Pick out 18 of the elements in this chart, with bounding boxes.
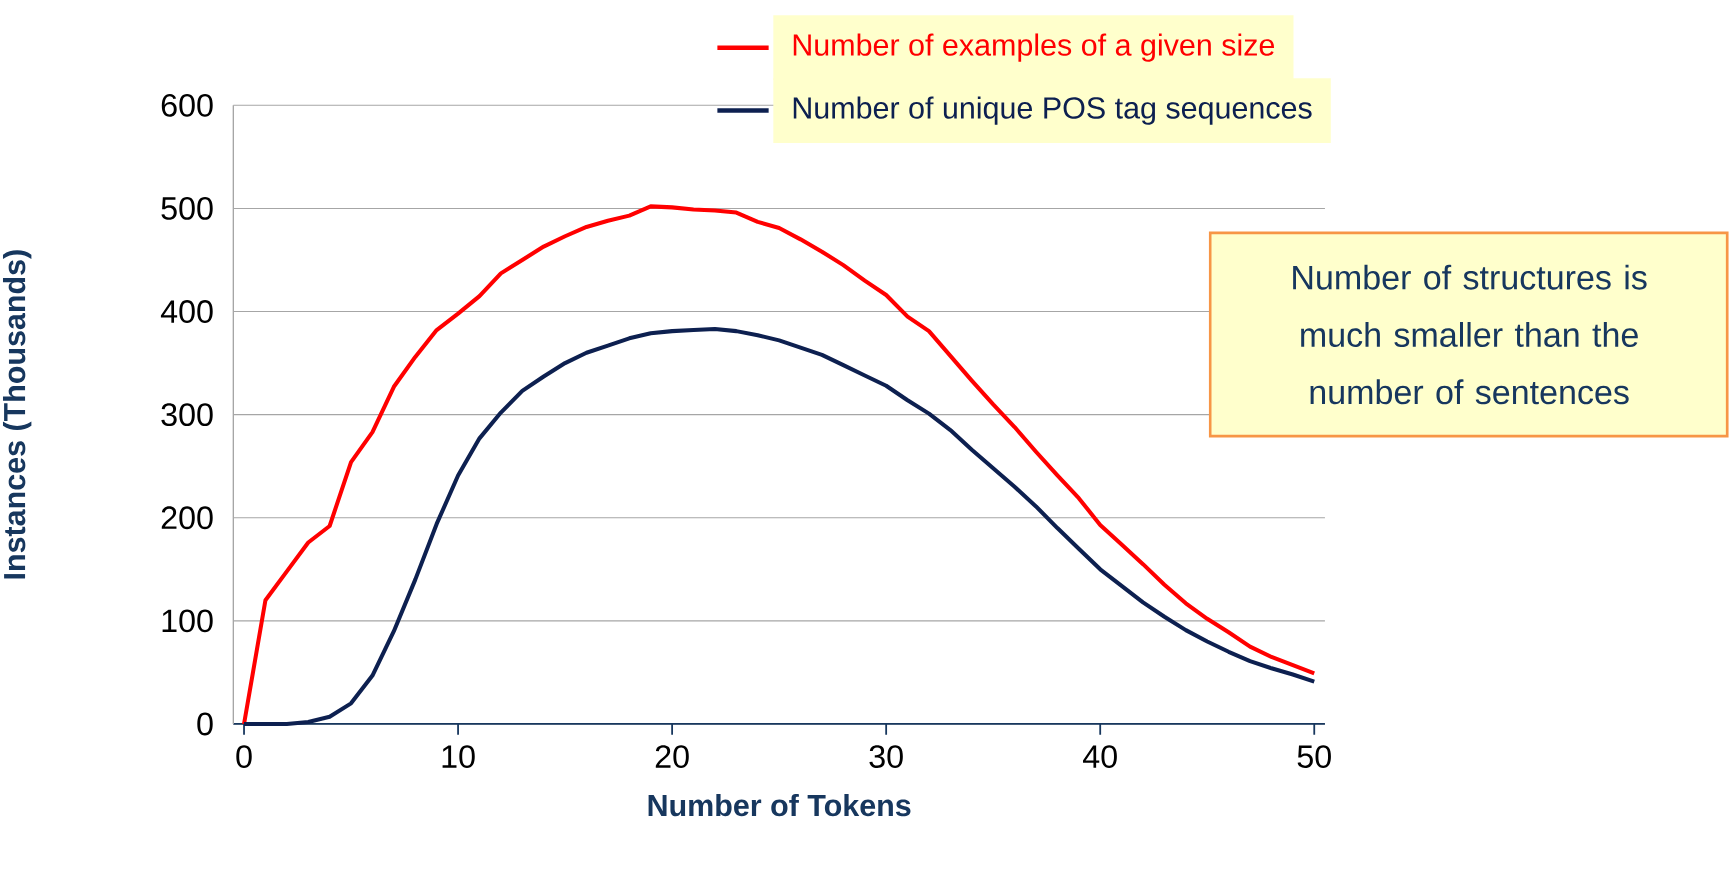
annotation: Number of structures is much smaller than the number of sentences (1293, 264, 1647, 405)
y-tick-label: 300 (161, 403, 213, 427)
y-tick-label: 100 (162, 609, 213, 633)
y-axis-title: Instances (Thousands) (2, 250, 32, 579)
y-tick-label: 600 (161, 93, 213, 117)
x-axis-title: Number of Tokens (648, 793, 911, 817)
x-tick-label: 40 (1083, 745, 1117, 769)
legend-label: Number of examples of a given size (793, 33, 1275, 62)
x-tick-label: 10 (442, 745, 475, 769)
y-tick-label: 500 (161, 197, 213, 220)
x-tick-label: 30 (869, 745, 903, 769)
x-tick-label: 0 (236, 745, 252, 769)
x-tick-label: 50 (1297, 745, 1331, 769)
x-tick-label: 20 (655, 745, 689, 769)
legend-label: Number of unique POS tag sequences (793, 96, 1312, 125)
y-tick-label: 200 (161, 506, 213, 530)
y-tick-label: 0 (197, 712, 213, 736)
y-tick-label: 400 (160, 300, 213, 324)
